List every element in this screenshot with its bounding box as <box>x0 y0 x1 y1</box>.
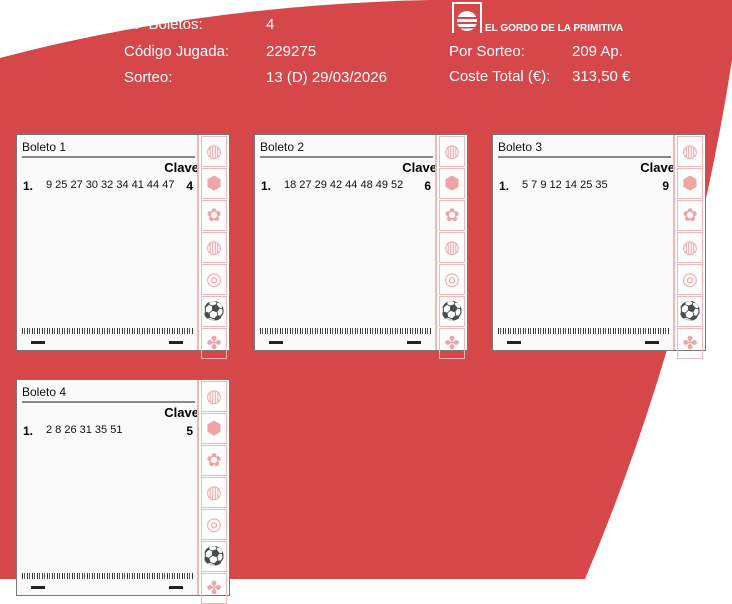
cube-icon: ⬢ <box>201 168 227 199</box>
spiral-icon: ◎ <box>201 264 227 295</box>
barcode-marker <box>507 341 521 344</box>
barcode-marker <box>31 341 45 344</box>
flower-icon: ✿ <box>201 445 227 476</box>
striped-ball-icon: ◍ <box>201 232 227 263</box>
clave-label: Clave <box>402 160 437 175</box>
boletos-value: 4 <box>266 16 275 33</box>
flower-icon: ✿ <box>677 200 703 231</box>
bet-numbers: 18 27 29 42 44 48 49 52 <box>284 179 404 191</box>
icon-strip: ◍ ⬢ ✿ ◍ ◎ ⚽ ✤ <box>435 135 467 359</box>
barcode <box>498 328 669 334</box>
striped-ball-icon: ◍ <box>201 136 227 167</box>
ticket-card: Boleto 3 Clave 1. 5 7 9 12 14 25 35 9 ◍ ⬢… <box>492 134 706 359</box>
barcode-marker <box>645 341 659 344</box>
barcode <box>260 328 431 334</box>
striped-ball-icon: ◍ <box>439 232 465 263</box>
flower-icon: ✿ <box>439 200 465 231</box>
barcode-marker <box>31 586 45 589</box>
coste-value: 313,50 € <box>572 68 631 85</box>
por-sorteo-value: 209 Ap. <box>572 43 623 60</box>
ticket-card: Boleto 2 Clave 1. 18 27 29 42 44 48 49 5… <box>254 134 468 359</box>
logo: EL GORDO DE LA PRIMITIVA <box>451 2 623 34</box>
clave-label: Clave <box>640 160 675 175</box>
sorteo-value: 13 (D) 29/03/2026 <box>266 69 387 86</box>
striped-ball-icon: ◍ <box>677 232 703 263</box>
sorteo-label: Sorteo: <box>124 69 173 86</box>
ticket-title: Boleto 1 <box>22 140 67 154</box>
por-sorteo-label: Por Sorteo: <box>449 43 525 60</box>
striped-ball-icon: ◍ <box>201 477 227 508</box>
divider <box>498 156 671 158</box>
barcode-marker <box>169 586 183 589</box>
codigo-value: 229275 <box>266 43 317 60</box>
clover-icon: ✤ <box>201 573 227 604</box>
soccer-ball-icon: ⚽ <box>201 541 227 572</box>
bet-numbers: 5 7 9 12 14 25 35 <box>522 179 608 191</box>
logo-text: EL GORDO DE LA PRIMITIVA <box>485 23 624 34</box>
ticket-title: Boleto 2 <box>260 140 305 154</box>
bet-index: 1. <box>23 424 34 438</box>
flower-icon: ✿ <box>201 200 227 231</box>
icon-strip: ◍ ⬢ ✿ ◍ ◎ ⚽ ✤ <box>197 135 229 359</box>
divider <box>260 156 433 158</box>
soccer-ball-icon: ⚽ <box>677 296 703 327</box>
striped-ball-icon: ◍ <box>201 381 227 412</box>
bet-numbers: 2 8 26 31 35 51 <box>46 424 123 436</box>
barcode-marker <box>169 341 183 344</box>
clave-label: Clave <box>164 405 199 420</box>
icon-strip: ◍ ⬢ ✿ ◍ ◎ ⚽ ✤ <box>673 135 705 359</box>
clover-icon: ✤ <box>439 328 465 359</box>
cube-icon: ⬢ <box>677 168 703 199</box>
divider <box>22 401 195 403</box>
icon-strip: ◍ ⬢ ✿ ◍ ◎ ⚽ ✤ <box>197 380 229 604</box>
bet-index: 1. <box>499 179 510 193</box>
bet-numbers: 9 25 27 30 32 34 41 44 47 <box>46 179 175 191</box>
clover-icon: ✤ <box>677 328 703 359</box>
clave-value: 9 <box>662 179 669 193</box>
clave-value: 4 <box>186 179 193 193</box>
bet-index: 1. <box>23 179 34 193</box>
clover-icon: ✤ <box>201 328 227 359</box>
codigo-label: Código Jugada: <box>124 43 230 60</box>
clave-label: Clave <box>164 160 199 175</box>
striped-ball-icon: ◍ <box>439 136 465 167</box>
barcode <box>22 573 193 579</box>
coste-label: Coste Total (€): <box>449 68 551 85</box>
bet-index: 1. <box>261 179 272 193</box>
ticket-title: Boleto 4 <box>22 385 67 399</box>
ticket-card: Boleto 4 Clave 1. 2 8 26 31 35 51 5 ◍ ⬢ ✿ ◍… <box>16 379 230 604</box>
clave-value: 5 <box>186 424 193 438</box>
barcode <box>22 328 193 334</box>
spiral-icon: ◎ <box>439 264 465 295</box>
ticket-card: Boleto 1 Clave 1. 9 25 27 30 32 34 41 44… <box>16 134 230 359</box>
boletos-label: Nº Boletos: <box>128 16 203 33</box>
barcode-marker <box>269 341 283 344</box>
ticket-title: Boleto 3 <box>498 140 543 154</box>
clave-value: 6 <box>424 179 431 193</box>
soccer-ball-icon: ⚽ <box>201 296 227 327</box>
striped-ball-icon: ◍ <box>677 136 703 167</box>
spiral-icon: ◎ <box>677 264 703 295</box>
spiral-icon: ◎ <box>201 509 227 540</box>
logo-ball-icon <box>452 2 482 33</box>
cube-icon: ⬢ <box>201 413 227 444</box>
divider <box>22 156 195 158</box>
soccer-ball-icon: ⚽ <box>439 296 465 327</box>
barcode-marker <box>407 341 421 344</box>
cube-icon: ⬢ <box>439 168 465 199</box>
